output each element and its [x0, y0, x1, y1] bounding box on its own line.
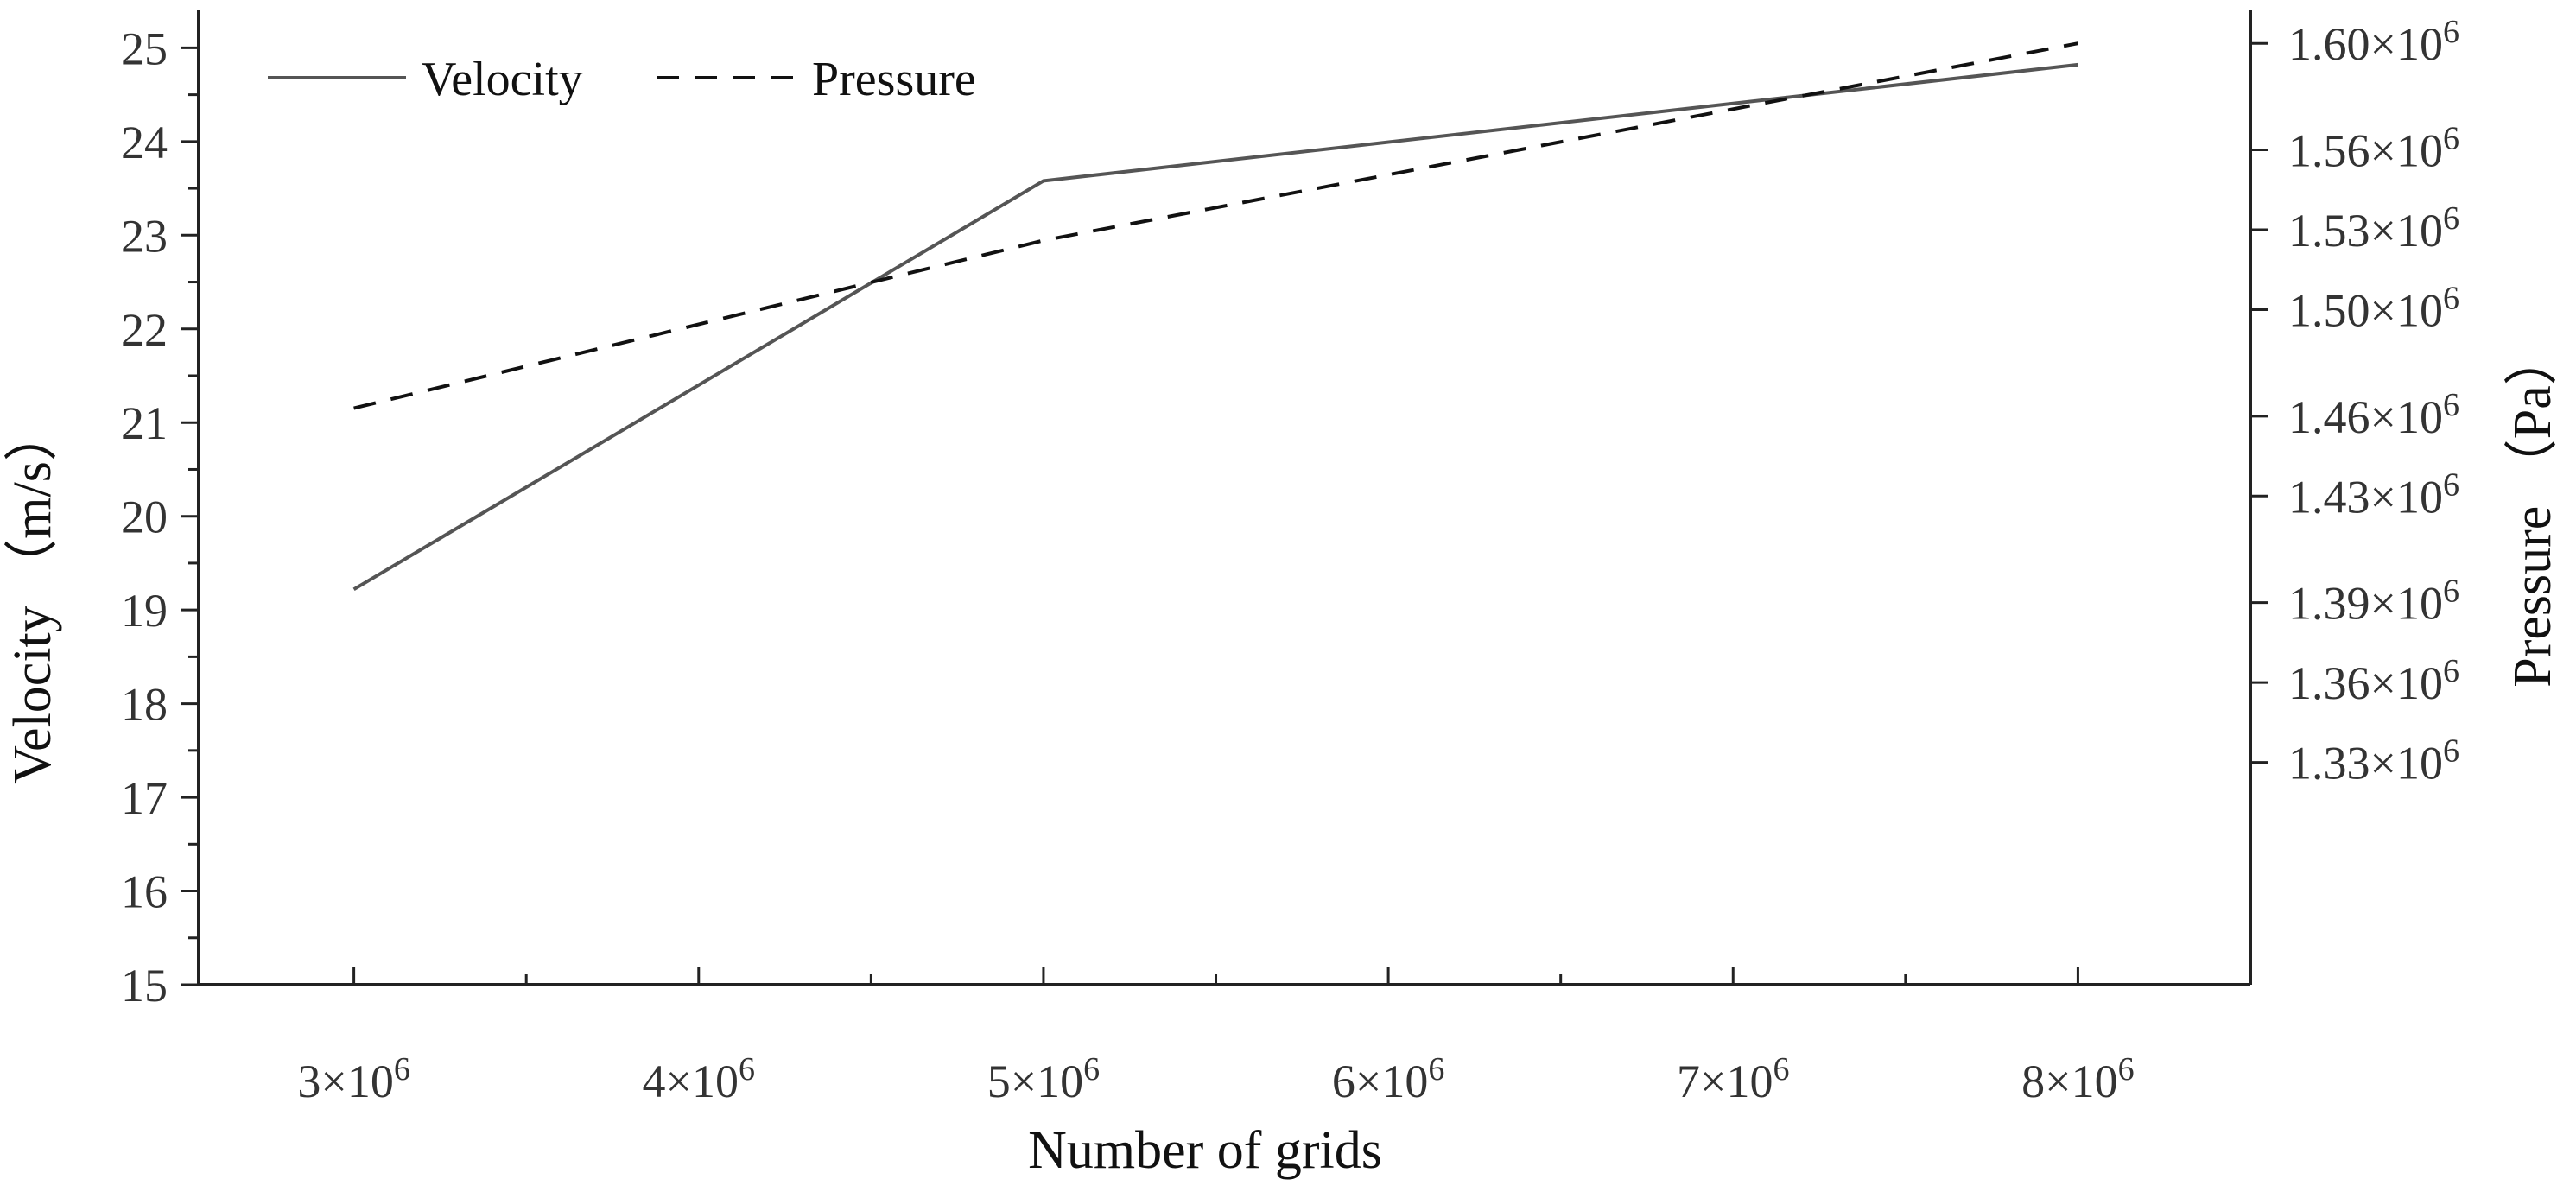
- y-tick-label: 16: [121, 866, 168, 918]
- y2-tick-label: 1.43×106: [2288, 466, 2459, 523]
- x-tick-label-exponent: 6: [1428, 1051, 1444, 1087]
- x-tick-label: 4×106: [643, 1051, 755, 1107]
- y2-tick-label: 1.33×106: [2288, 733, 2459, 789]
- y-tick-label: 20: [121, 491, 168, 543]
- legend: Velocity Pressure: [268, 53, 976, 106]
- x-tick-label: 5×106: [987, 1051, 1100, 1107]
- y2-axis-title: Pressure （Pa）: [2503, 332, 2562, 688]
- y2-tick-label: 1.36×106: [2288, 653, 2459, 709]
- y2-tick-label-mantissa: 1.43×10: [2288, 471, 2443, 523]
- x-tick-label-exponent: 6: [1773, 1051, 1789, 1087]
- x-tick-label-mantissa: 5×10: [987, 1056, 1083, 1107]
- y2-tick-label: 1.60×106: [2288, 14, 2459, 70]
- legend-label-pressure: Pressure: [812, 53, 976, 106]
- x-tick-label: 7×106: [1677, 1051, 1789, 1107]
- y2-tick-label-exponent: 6: [2443, 200, 2459, 237]
- y2-tick-label-mantissa: 1.39×10: [2288, 578, 2443, 630]
- y2-axis-ticks: 1.33×1061.36×1061.39×1061.43×1061.46×106…: [2250, 14, 2459, 789]
- x-tick-label-exponent: 6: [1083, 1051, 1100, 1087]
- x-axis-title: Number of grids: [1028, 1121, 1382, 1180]
- x-axis-ticks: 3×106 4×106 5×106 6×106 7×106 8×106: [297, 967, 2135, 1107]
- x-tick-label-exponent: 6: [739, 1051, 755, 1087]
- series-layer: [352, 41, 2078, 592]
- y2-tick-label-mantissa: 1.33×10: [2288, 738, 2443, 789]
- x-tick-label: 3×106: [297, 1051, 409, 1107]
- y-tick-label: 17: [121, 772, 168, 824]
- y2-tick-label-exponent: 6: [2443, 14, 2459, 50]
- legend-label-velocity: Velocity: [422, 53, 583, 106]
- y2-tick-label-mantissa: 1.56×10: [2288, 125, 2443, 177]
- x-tick-label-mantissa: 3×10: [297, 1056, 393, 1107]
- series-line-velocity: [352, 62, 2078, 592]
- y2-tick-label-exponent: 6: [2443, 121, 2459, 157]
- x-tick-label-mantissa: 7×10: [1677, 1056, 1773, 1107]
- y2-tick-label-exponent: 6: [2443, 574, 2459, 610]
- y2-tick-label-exponent: 6: [2443, 653, 2459, 689]
- y2-tick-label-exponent: 6: [2443, 733, 2459, 770]
- y-tick-label: 21: [121, 397, 168, 449]
- y-tick-label: 23: [121, 210, 168, 262]
- x-tick-label: 8×106: [2021, 1051, 2134, 1107]
- y2-tick-label-mantissa: 1.50×10: [2288, 285, 2443, 337]
- series-line-pressure: [353, 41, 2078, 410]
- y2-tick-label: 1.50×106: [2288, 281, 2459, 337]
- y-axis-ticks: 15 16 17 18 19 20 21 22 23 24 25: [121, 22, 199, 1011]
- y2-tick-label: 1.56×106: [2288, 121, 2459, 177]
- y2-tick-label-mantissa: 1.36×10: [2288, 657, 2443, 709]
- y2-tick-label: 1.53×106: [2288, 200, 2459, 257]
- x-tick-label-mantissa: 6×10: [1332, 1056, 1428, 1107]
- y-tick-label: 19: [121, 585, 168, 637]
- axes: [197, 10, 2252, 986]
- y2-tick-label-exponent: 6: [2443, 466, 2459, 503]
- x-tick-label-mantissa: 4×10: [643, 1056, 739, 1107]
- y-axis-title: Velocity （m/s）: [3, 408, 62, 784]
- y2-tick-label-exponent: 6: [2443, 387, 2459, 423]
- y-tick-label: 24: [121, 117, 168, 168]
- x-tick-label: 6×106: [1332, 1051, 1444, 1107]
- y-tick-label: 18: [121, 679, 168, 731]
- y-tick-label: 25: [121, 22, 168, 74]
- y-tick-label: 15: [121, 960, 168, 1011]
- y2-tick-label-mantissa: 1.53×10: [2288, 205, 2443, 257]
- x-tick-label-exponent: 6: [394, 1051, 410, 1087]
- x-tick-label-mantissa: 8×10: [2021, 1056, 2117, 1107]
- y2-tick-label: 1.39×106: [2288, 574, 2459, 630]
- y-tick-label: 22: [121, 304, 168, 356]
- y2-tick-label-exponent: 6: [2443, 281, 2459, 317]
- x-tick-label-exponent: 6: [2118, 1051, 2135, 1087]
- y2-tick-label: 1.46×106: [2288, 387, 2459, 443]
- y2-tick-label-mantissa: 1.46×10: [2288, 391, 2443, 443]
- y2-tick-label-mantissa: 1.60×10: [2288, 18, 2443, 70]
